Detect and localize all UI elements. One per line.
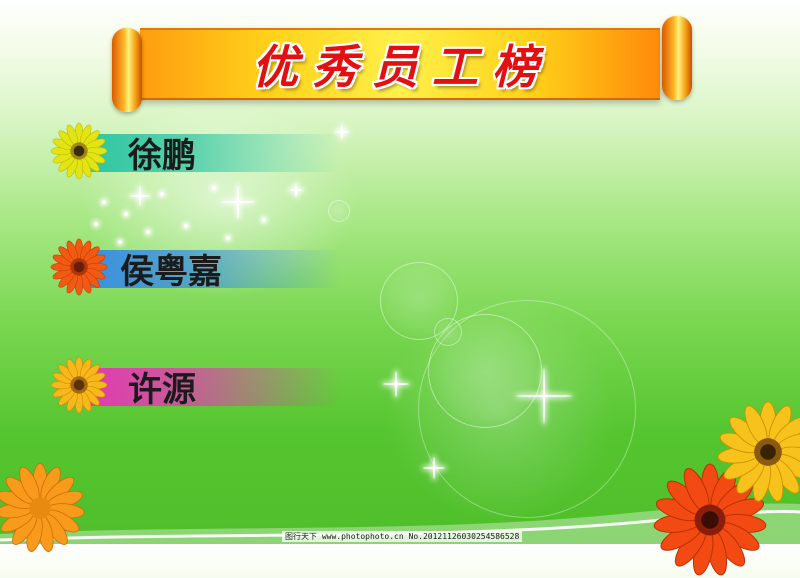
sparkle-dot — [184, 224, 188, 228]
sparkle-dot — [146, 230, 150, 234]
light-ring — [434, 318, 462, 346]
page-title: 优秀员工榜 — [252, 40, 552, 94]
banner-body — [140, 28, 660, 100]
employee-row: 侯粤嘉 — [50, 238, 340, 298]
employee-name: 徐鹏 — [128, 135, 196, 176]
name-bar — [88, 368, 340, 406]
flower-icon — [0, 463, 85, 552]
flower-icon — [50, 238, 108, 296]
sparkle-dot — [94, 222, 98, 226]
title-banner: 优秀员工榜 — [112, 16, 692, 112]
employee-row: 徐鹏 — [50, 122, 340, 182]
light-ring — [418, 300, 636, 518]
flower-icon — [50, 356, 108, 414]
name-bar — [88, 134, 340, 172]
sparkle-dot — [118, 240, 122, 244]
sparkle-dot — [226, 236, 230, 240]
sparkle-dot — [102, 200, 106, 204]
watermark: 图行天下 www.photophoto.cn No.20121126030254… — [282, 531, 523, 542]
employee-row: 许源 — [50, 356, 340, 416]
scroll-roll-left — [112, 28, 142, 112]
employee-name: 许源 — [128, 369, 196, 410]
sparkle-dot — [124, 212, 128, 216]
light-ring — [328, 200, 350, 222]
flower-icon — [50, 122, 108, 180]
sparkle-dot — [212, 186, 216, 190]
flower-icon — [717, 401, 800, 502]
sparkle-dot — [160, 192, 164, 196]
scroll-roll-right — [662, 16, 692, 100]
sparkle-dot — [262, 218, 266, 222]
employee-name: 侯粤嘉 — [120, 251, 222, 292]
name-bar — [88, 250, 340, 288]
